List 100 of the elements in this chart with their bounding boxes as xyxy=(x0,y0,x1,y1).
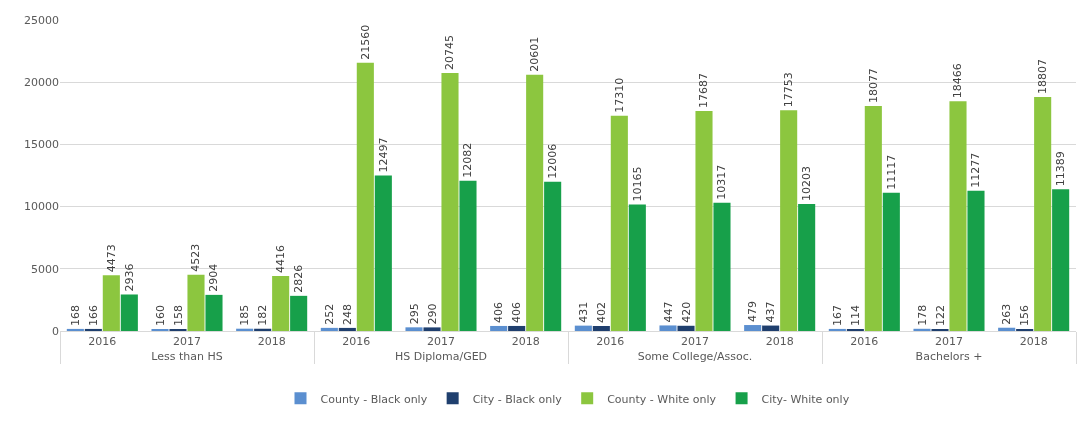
bar xyxy=(544,181,562,331)
x-tick-label: 2016 xyxy=(342,335,371,349)
y-tick-label: 0 xyxy=(52,324,59,338)
data-label: 406 xyxy=(510,301,524,323)
y-tick-label: 10000 xyxy=(24,200,59,214)
data-label: 21560 xyxy=(358,24,372,60)
legend-label: City - Black only xyxy=(472,392,563,406)
legend-label: County - Black only xyxy=(320,392,428,406)
bar xyxy=(490,325,508,331)
text: Bachelors + xyxy=(915,350,983,364)
x-tick-label: 2016 xyxy=(596,335,625,349)
bar xyxy=(882,192,900,331)
data-label: 160 xyxy=(153,305,167,326)
data-label: 4473 xyxy=(104,244,118,273)
bar xyxy=(762,325,780,331)
bar xyxy=(592,326,610,331)
data-label: 18466 xyxy=(951,63,965,99)
data-label: 10317 xyxy=(715,164,729,200)
data-label: 17687 xyxy=(697,72,711,108)
data-label: 17753 xyxy=(782,72,796,108)
data-label: 122 xyxy=(933,305,947,326)
x-tick-label: 2017 xyxy=(935,335,963,349)
data-label: 12082 xyxy=(461,142,475,178)
data-label: 2936 xyxy=(122,263,136,292)
data-label: 295 xyxy=(407,303,421,325)
data-label: 447 xyxy=(661,301,675,323)
text: Some College/Assoc. xyxy=(637,350,753,364)
data-label: 158 xyxy=(171,305,185,326)
data-label: 167 xyxy=(830,304,844,326)
bar xyxy=(913,328,931,331)
bar xyxy=(677,325,695,331)
bar xyxy=(828,328,846,331)
bar xyxy=(695,110,713,331)
bar xyxy=(272,276,290,331)
x-tick-label: 2017 xyxy=(681,335,709,349)
bar xyxy=(102,275,120,331)
text: HS Diploma/GED xyxy=(394,350,488,364)
y-tick-label: 15000 xyxy=(24,138,59,152)
data-label: 290 xyxy=(425,303,439,325)
bar xyxy=(949,101,967,331)
data-label: 2826 xyxy=(292,264,306,293)
bar xyxy=(713,202,731,331)
x-tick-label: 2018 xyxy=(257,335,286,349)
bar xyxy=(998,327,1016,331)
x-tick-label: 2016 xyxy=(850,335,879,349)
data-label: 10203 xyxy=(800,166,814,202)
bar xyxy=(610,115,628,331)
data-label: 17310 xyxy=(612,77,626,113)
data-label: 11389 xyxy=(1054,151,1068,187)
legend-label: County - White only xyxy=(607,392,717,406)
data-label: 18807 xyxy=(1036,59,1050,95)
bar xyxy=(744,325,762,331)
bar xyxy=(628,204,646,331)
bar xyxy=(508,325,526,331)
data-label: 420 xyxy=(679,301,693,323)
bar xyxy=(864,106,882,331)
bar xyxy=(423,327,441,331)
data-label: 182 xyxy=(256,304,270,326)
x-tick-label: 2017 xyxy=(427,335,455,349)
data-label: 11277 xyxy=(969,152,983,188)
bar xyxy=(205,294,223,331)
bar xyxy=(187,274,205,331)
bar xyxy=(798,204,816,331)
x-tick-label: 2016 xyxy=(88,335,117,349)
data-label: 437 xyxy=(764,301,778,323)
bar xyxy=(526,74,544,331)
y-tick-label: 20000 xyxy=(24,76,59,90)
data-label: 114 xyxy=(848,305,862,326)
text: Less than HS xyxy=(151,350,223,364)
data-label: 156 xyxy=(1018,305,1032,326)
legend-label: City- White only xyxy=(761,392,850,406)
bar xyxy=(320,327,338,331)
data-label: 166 xyxy=(86,304,100,326)
data-label: 406 xyxy=(492,301,506,323)
bar xyxy=(1034,97,1052,331)
bar xyxy=(290,295,308,331)
data-label: 479 xyxy=(746,301,760,323)
data-label: 248 xyxy=(340,303,354,325)
data-label: 263 xyxy=(1000,303,1014,325)
x-tick-label: 2018 xyxy=(765,335,794,349)
bar xyxy=(66,328,84,331)
data-label: 12497 xyxy=(376,137,390,173)
data-label: 431 xyxy=(576,301,590,323)
data-label: 4523 xyxy=(189,243,203,272)
data-label: 185 xyxy=(238,304,252,326)
data-label: 10165 xyxy=(630,166,644,202)
data-label: 20745 xyxy=(443,34,457,70)
bar xyxy=(780,110,798,331)
bar xyxy=(120,294,138,331)
data-label: 2904 xyxy=(207,263,221,292)
y-tick-label: 25000 xyxy=(24,13,59,27)
data-label: 18077 xyxy=(866,68,880,104)
bar xyxy=(459,180,477,331)
data-label: 252 xyxy=(322,303,336,325)
data-label: 20601 xyxy=(528,36,542,72)
bar xyxy=(659,325,677,331)
data-label: 4416 xyxy=(274,245,288,274)
bar xyxy=(967,190,985,331)
bar xyxy=(1052,189,1070,331)
x-tick-label: 2017 xyxy=(173,335,201,349)
